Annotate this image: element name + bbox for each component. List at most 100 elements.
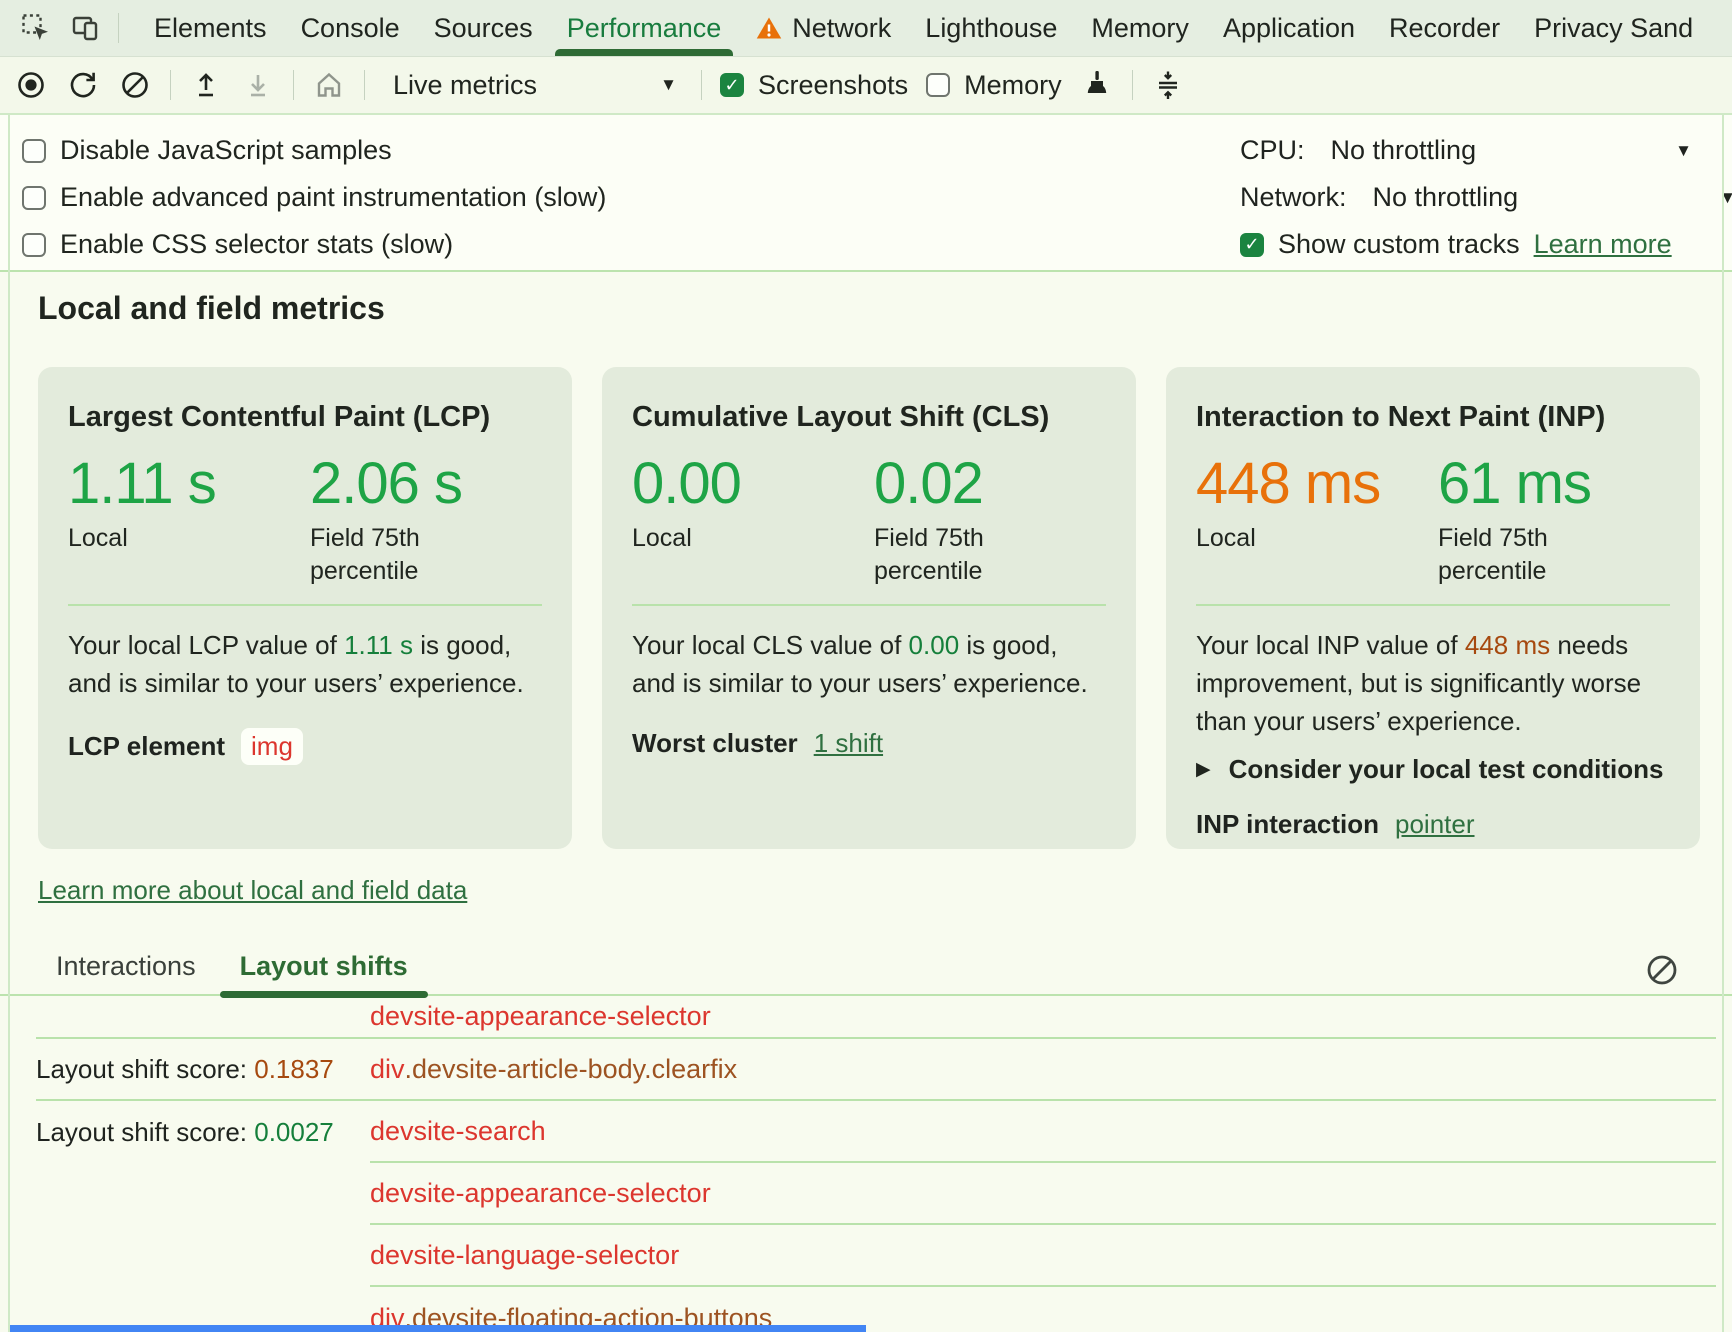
tab-interactions[interactable]: Interactions bbox=[56, 951, 196, 981]
collapse-vertical-icon[interactable] bbox=[1151, 68, 1185, 102]
divider bbox=[364, 70, 365, 100]
triangle-right-icon: ▶ bbox=[1196, 759, 1211, 780]
tab-memory[interactable]: Memory bbox=[1091, 12, 1189, 43]
card-title: Cumulative Layout Shift (CLS) bbox=[632, 401, 1050, 433]
show-custom-tracks-checkbox[interactable]: ✓ Show custom tracks bbox=[1240, 229, 1520, 260]
inp-interaction-link[interactable]: pointer bbox=[1395, 809, 1475, 839]
advanced-paint-instrumentation-checkbox[interactable]: Enable advanced paint instrumentation (s… bbox=[22, 174, 606, 221]
warning-triangle-icon bbox=[755, 14, 783, 42]
screenshots-checkbox[interactable]: ✓ Screenshots bbox=[720, 70, 908, 101]
card-title: Largest Contentful Paint (LCP) bbox=[68, 401, 491, 433]
record-icon[interactable] bbox=[14, 68, 48, 102]
worst-cluster-label: Worst cluster bbox=[632, 728, 798, 758]
checkbox-unchecked-icon bbox=[22, 185, 46, 210]
score-value: 0.0027 bbox=[254, 1116, 334, 1147]
custom-tracks-row: ✓ Show custom tracks Learn more bbox=[1240, 221, 1732, 268]
chevron-down-icon: ▼ bbox=[1675, 140, 1692, 160]
live-metrics-view: Local and field metrics Largest Contentf… bbox=[0, 270, 1732, 1332]
upload-profile-icon[interactable] bbox=[189, 68, 223, 102]
layout-shifts-table: devsite-appearance-selector Layout shift… bbox=[0, 996, 1732, 1332]
learn-more-field-data-link[interactable]: Learn more about local and field data bbox=[38, 875, 468, 905]
css-selector-stats-checkbox[interactable]: Enable CSS selector stats (slow) bbox=[22, 221, 606, 268]
divider bbox=[118, 13, 119, 43]
table-row[interactable]: devsite-appearance-selector bbox=[0, 1163, 1732, 1225]
tab-performance[interactable]: Performance bbox=[550, 0, 739, 56]
tab-elements[interactable]: Elements bbox=[154, 12, 267, 43]
divider bbox=[170, 70, 171, 100]
tab-sources[interactable]: Sources bbox=[433, 12, 533, 43]
cpu-label: CPU: bbox=[1240, 135, 1305, 165]
checkbox-unchecked-icon bbox=[22, 138, 46, 163]
checkbox-checked-icon: ✓ bbox=[720, 73, 744, 97]
performance-options: Disable JavaScript samples Enable advanc… bbox=[0, 113, 1732, 270]
local-label: Local bbox=[68, 524, 128, 552]
checkbox-checked-icon: ✓ bbox=[1240, 232, 1264, 257]
node-link[interactable]: devsite-appearance-selector bbox=[370, 1177, 711, 1208]
panel-border-left bbox=[8, 113, 10, 1332]
tab-layout-shifts[interactable]: Layout shifts bbox=[219, 951, 428, 998]
node-link[interactable]: devsite-search bbox=[370, 1115, 546, 1146]
network-throttling-select[interactable]: No throttling bbox=[1372, 182, 1519, 212]
node-link[interactable]: devsite-appearance-selector bbox=[370, 1001, 711, 1031]
divider bbox=[632, 604, 1106, 606]
memory-checkbox[interactable]: Memory bbox=[926, 70, 1062, 101]
tab-application[interactable]: Application bbox=[1222, 12, 1356, 43]
node-link[interactable]: devsite-language-selector bbox=[370, 1239, 680, 1270]
score-label: Layout shift score: bbox=[36, 1053, 255, 1084]
cpu-throttling-select[interactable]: No throttling bbox=[1330, 135, 1477, 165]
panel-tabs: Elements Console Sources Performance Net… bbox=[137, 0, 1710, 56]
table-row[interactable]: Layout shift score: 0.0027 devsite-searc… bbox=[0, 1101, 1732, 1163]
history-dropdown-value: Live metrics bbox=[393, 69, 538, 100]
table-row[interactable]: devsite-language-selector bbox=[0, 1225, 1732, 1287]
device-toolbar-icon[interactable] bbox=[68, 10, 104, 46]
tab-console[interactable]: Console bbox=[300, 12, 400, 43]
worst-cluster-link[interactable]: 1 shift bbox=[813, 728, 884, 758]
divider bbox=[1131, 70, 1133, 100]
tab-recorder[interactable]: Recorder bbox=[1389, 12, 1501, 43]
network-throttling-row: Network: No throttling ▼ bbox=[1240, 174, 1732, 221]
clear-icon[interactable] bbox=[118, 68, 152, 102]
local-label: Local bbox=[1196, 524, 1256, 552]
tab-lighthouse[interactable]: Lighthouse bbox=[925, 12, 1058, 43]
lcp-element-node-link[interactable]: img bbox=[241, 728, 303, 765]
history-dropdown[interactable]: Live metrics ▼ bbox=[383, 70, 683, 101]
logs-section: Interactions Layout shifts devsite-appea… bbox=[0, 950, 1732, 1332]
lcp-field-value: 2.06 s bbox=[310, 451, 463, 516]
chevron-down-icon: ▼ bbox=[660, 75, 677, 94]
home-icon[interactable] bbox=[312, 68, 346, 102]
inspect-cursor-icon[interactable] bbox=[18, 10, 54, 46]
lcp-card: Largest Contentful Paint (LCP) 1.11 s Lo… bbox=[38, 367, 572, 849]
divider bbox=[68, 604, 542, 606]
clear-log-icon[interactable] bbox=[1644, 952, 1680, 988]
learn-more-link[interactable]: Learn more bbox=[1533, 229, 1672, 259]
tab-privacy-sandbox[interactable]: Privacy Sand bbox=[1534, 12, 1694, 43]
download-profile-icon[interactable] bbox=[241, 68, 275, 102]
panel-border-right bbox=[1722, 113, 1724, 1332]
garbage-collect-brush-icon[interactable] bbox=[1080, 68, 1114, 102]
throttling-settings: CPU: No throttling ▼ Network: No throttl… bbox=[1240, 127, 1732, 268]
reload-icon[interactable] bbox=[66, 68, 100, 102]
lcp-local-value: 1.11 s bbox=[68, 451, 217, 516]
inp-local-value: 448 ms bbox=[1196, 451, 1381, 516]
focus-highlight-strip bbox=[10, 1325, 866, 1332]
lcp-description: Your local LCP value of 1.11 s is good, … bbox=[68, 630, 524, 698]
table-row[interactable]: devsite-appearance-selector bbox=[0, 996, 1732, 1039]
tab-network[interactable]: Network bbox=[738, 0, 908, 56]
score-value: 0.1837 bbox=[254, 1053, 334, 1084]
performance-toolbar: Live metrics ▼ ✓ Screenshots Memory bbox=[0, 57, 1732, 113]
table-row[interactable]: Layout shift score: 0.1837 div .devsite-a… bbox=[0, 1039, 1732, 1101]
divider bbox=[293, 70, 294, 100]
page-title: Local and field metrics bbox=[38, 290, 385, 326]
disable-js-samples-checkbox[interactable]: Disable JavaScript samples bbox=[22, 127, 606, 174]
inp-description: Your local INP value of 448 ms needs imp… bbox=[1196, 630, 1642, 736]
cls-local-value: 0.00 bbox=[632, 451, 742, 516]
cls-field-value: 0.02 bbox=[874, 451, 984, 516]
node-link[interactable]: div bbox=[370, 1053, 405, 1084]
logs-tabs: Interactions Layout shifts bbox=[0, 950, 1732, 998]
score-label: Layout shift score: bbox=[36, 1116, 255, 1147]
field-label: Field 75th percentile bbox=[310, 524, 420, 585]
field-label: Field 75th percentile bbox=[874, 524, 984, 585]
inp-field-value: 61 ms bbox=[1438, 451, 1592, 516]
local-test-conditions-details[interactable]: ▶ Consider your local test conditions bbox=[1196, 754, 1664, 784]
cls-card: Cumulative Layout Shift (CLS) 0.00 Local… bbox=[602, 367, 1136, 849]
